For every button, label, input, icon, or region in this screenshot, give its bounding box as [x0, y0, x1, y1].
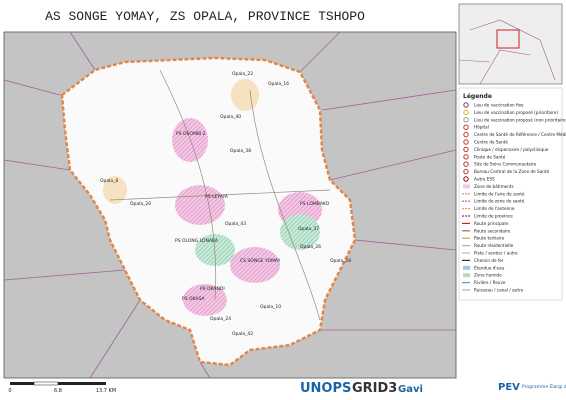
scale-label: 13.7 KM	[96, 388, 116, 394]
scale-bar: 0 6.8 13.7 KM	[8, 381, 116, 394]
neighbour-boundaries	[3, 31, 457, 379]
legend-item: Lieu de vaccination fixe	[474, 103, 524, 108]
legend-item: Lieu de vaccination proposé (non priorit…	[474, 117, 566, 122]
catchment	[230, 247, 280, 283]
logo: Gavi	[398, 384, 423, 395]
place-label: Opala_26	[300, 244, 321, 250]
legend-item: Site de Soins Communautaire	[474, 162, 537, 167]
legend-item: Chemin de fer	[474, 258, 504, 263]
scale-label: 6.8	[54, 388, 62, 394]
legend-item: Limite de l'antenne	[474, 206, 515, 211]
legend-symbol	[463, 184, 470, 189]
catchment	[172, 118, 208, 162]
legend-item: Clinique / dispensaire / polyclinique	[474, 147, 549, 152]
inset-boundaries	[458, 19, 556, 85]
legend-symbol	[463, 176, 469, 182]
scale-label: 0	[8, 388, 11, 394]
place-label: Opala_22	[232, 71, 253, 77]
legend-item: Zone humide	[474, 273, 502, 278]
legend-symbol	[463, 154, 469, 160]
place-label: PS LOMBAKO	[300, 201, 330, 207]
legend-item: Centre de Santé	[474, 140, 508, 145]
catchment	[231, 79, 259, 111]
legend-item: Étendue d'eau	[474, 265, 505, 270]
roads	[109, 69, 331, 321]
legend-item: Lieu de vaccination proposé (prioritaire…	[474, 110, 558, 115]
place-label: Opala_10	[260, 304, 281, 310]
legend-symbol	[463, 117, 469, 123]
legend-item: Limite de l'aire de santé	[474, 191, 525, 196]
legend-item: Rivière / fleuve	[474, 280, 506, 285]
legend-symbol	[463, 109, 469, 116]
inset	[458, 3, 563, 85]
scale-segment	[58, 382, 106, 385]
place-label: Opala_42	[232, 331, 253, 337]
legend-item: Route résidentielle	[474, 243, 514, 248]
legend-title: Légende	[463, 93, 492, 100]
legend-symbol	[463, 161, 469, 167]
legend-symbol	[463, 131, 469, 138]
map-frame	[3, 31, 457, 379]
legend-box	[458, 87, 563, 301]
place-label: Opala_28	[330, 258, 351, 264]
logo: UNOPS	[300, 381, 351, 396]
catchment	[175, 185, 225, 225]
logo: PEV	[498, 382, 520, 393]
map-title: AS SONGE YOMAY, ZS OPALA, PROVINCE TSHOP…	[45, 9, 365, 24]
place-label: PS OLONG LONAKA	[175, 238, 219, 244]
legend-item: Route secondaire	[474, 228, 511, 233]
legend-symbol	[463, 124, 469, 130]
catchment	[103, 176, 127, 204]
place-label: Opala_37	[298, 226, 319, 232]
legend-item: Ruisseau / canal / autre	[474, 288, 524, 293]
legend-symbol	[463, 265, 470, 270]
legend-item: Route principale	[474, 221, 509, 226]
legend-symbol	[463, 168, 469, 175]
logos: UNOPS GRID3 Gavi PEV Programme Élargi de…	[300, 381, 566, 396]
scale-segment	[10, 382, 34, 385]
legend-symbol	[463, 139, 469, 145]
place-label: Opala_40	[220, 114, 241, 120]
logo-text: Programme Élargi de Vaccination	[522, 382, 566, 390]
legend-symbol	[463, 146, 469, 153]
legend-item: Hôpital	[474, 125, 489, 130]
legend-item: Centre de Santé de Référence / Centre Mé…	[474, 132, 566, 137]
legend-item: Autre ESS	[474, 177, 495, 182]
place-label: Opala_24	[210, 316, 231, 322]
catchment	[280, 214, 320, 250]
inset-map	[458, 3, 563, 85]
place-label: CS SONGE YOMAY	[240, 258, 281, 264]
place-label: PS LEYAYA	[205, 194, 229, 200]
catchment	[183, 284, 227, 316]
legend-item: Limite de province	[474, 214, 513, 219]
inset-extent	[496, 29, 520, 49]
scale-segment	[33, 381, 59, 386]
place-label: PS OKANDI	[200, 286, 225, 292]
legend-symbol	[463, 102, 469, 108]
legend-symbol	[463, 273, 470, 278]
legend-item: Bureau Central de la Zone de Santé	[474, 169, 550, 174]
legend-item: Poste de Santé	[474, 154, 506, 159]
place-label: PS OKASA	[182, 296, 205, 302]
legend-item: Zone de bâtiments	[474, 184, 514, 189]
place-label: PS OSOMBI 2	[176, 131, 206, 137]
legend-item: Route tertiaire	[474, 236, 505, 241]
place-label: Opala_20	[130, 201, 151, 207]
place-label: Opala_43	[225, 221, 246, 227]
legend-item: Piste / sentier / autre	[474, 251, 518, 256]
logo: GRID3	[352, 381, 397, 396]
place-label: Opala_8	[100, 178, 118, 184]
place-label: Opala_16	[268, 81, 289, 87]
legend-item: Limite de zone de santé	[474, 199, 525, 204]
place-label: Opala_38	[230, 148, 251, 154]
